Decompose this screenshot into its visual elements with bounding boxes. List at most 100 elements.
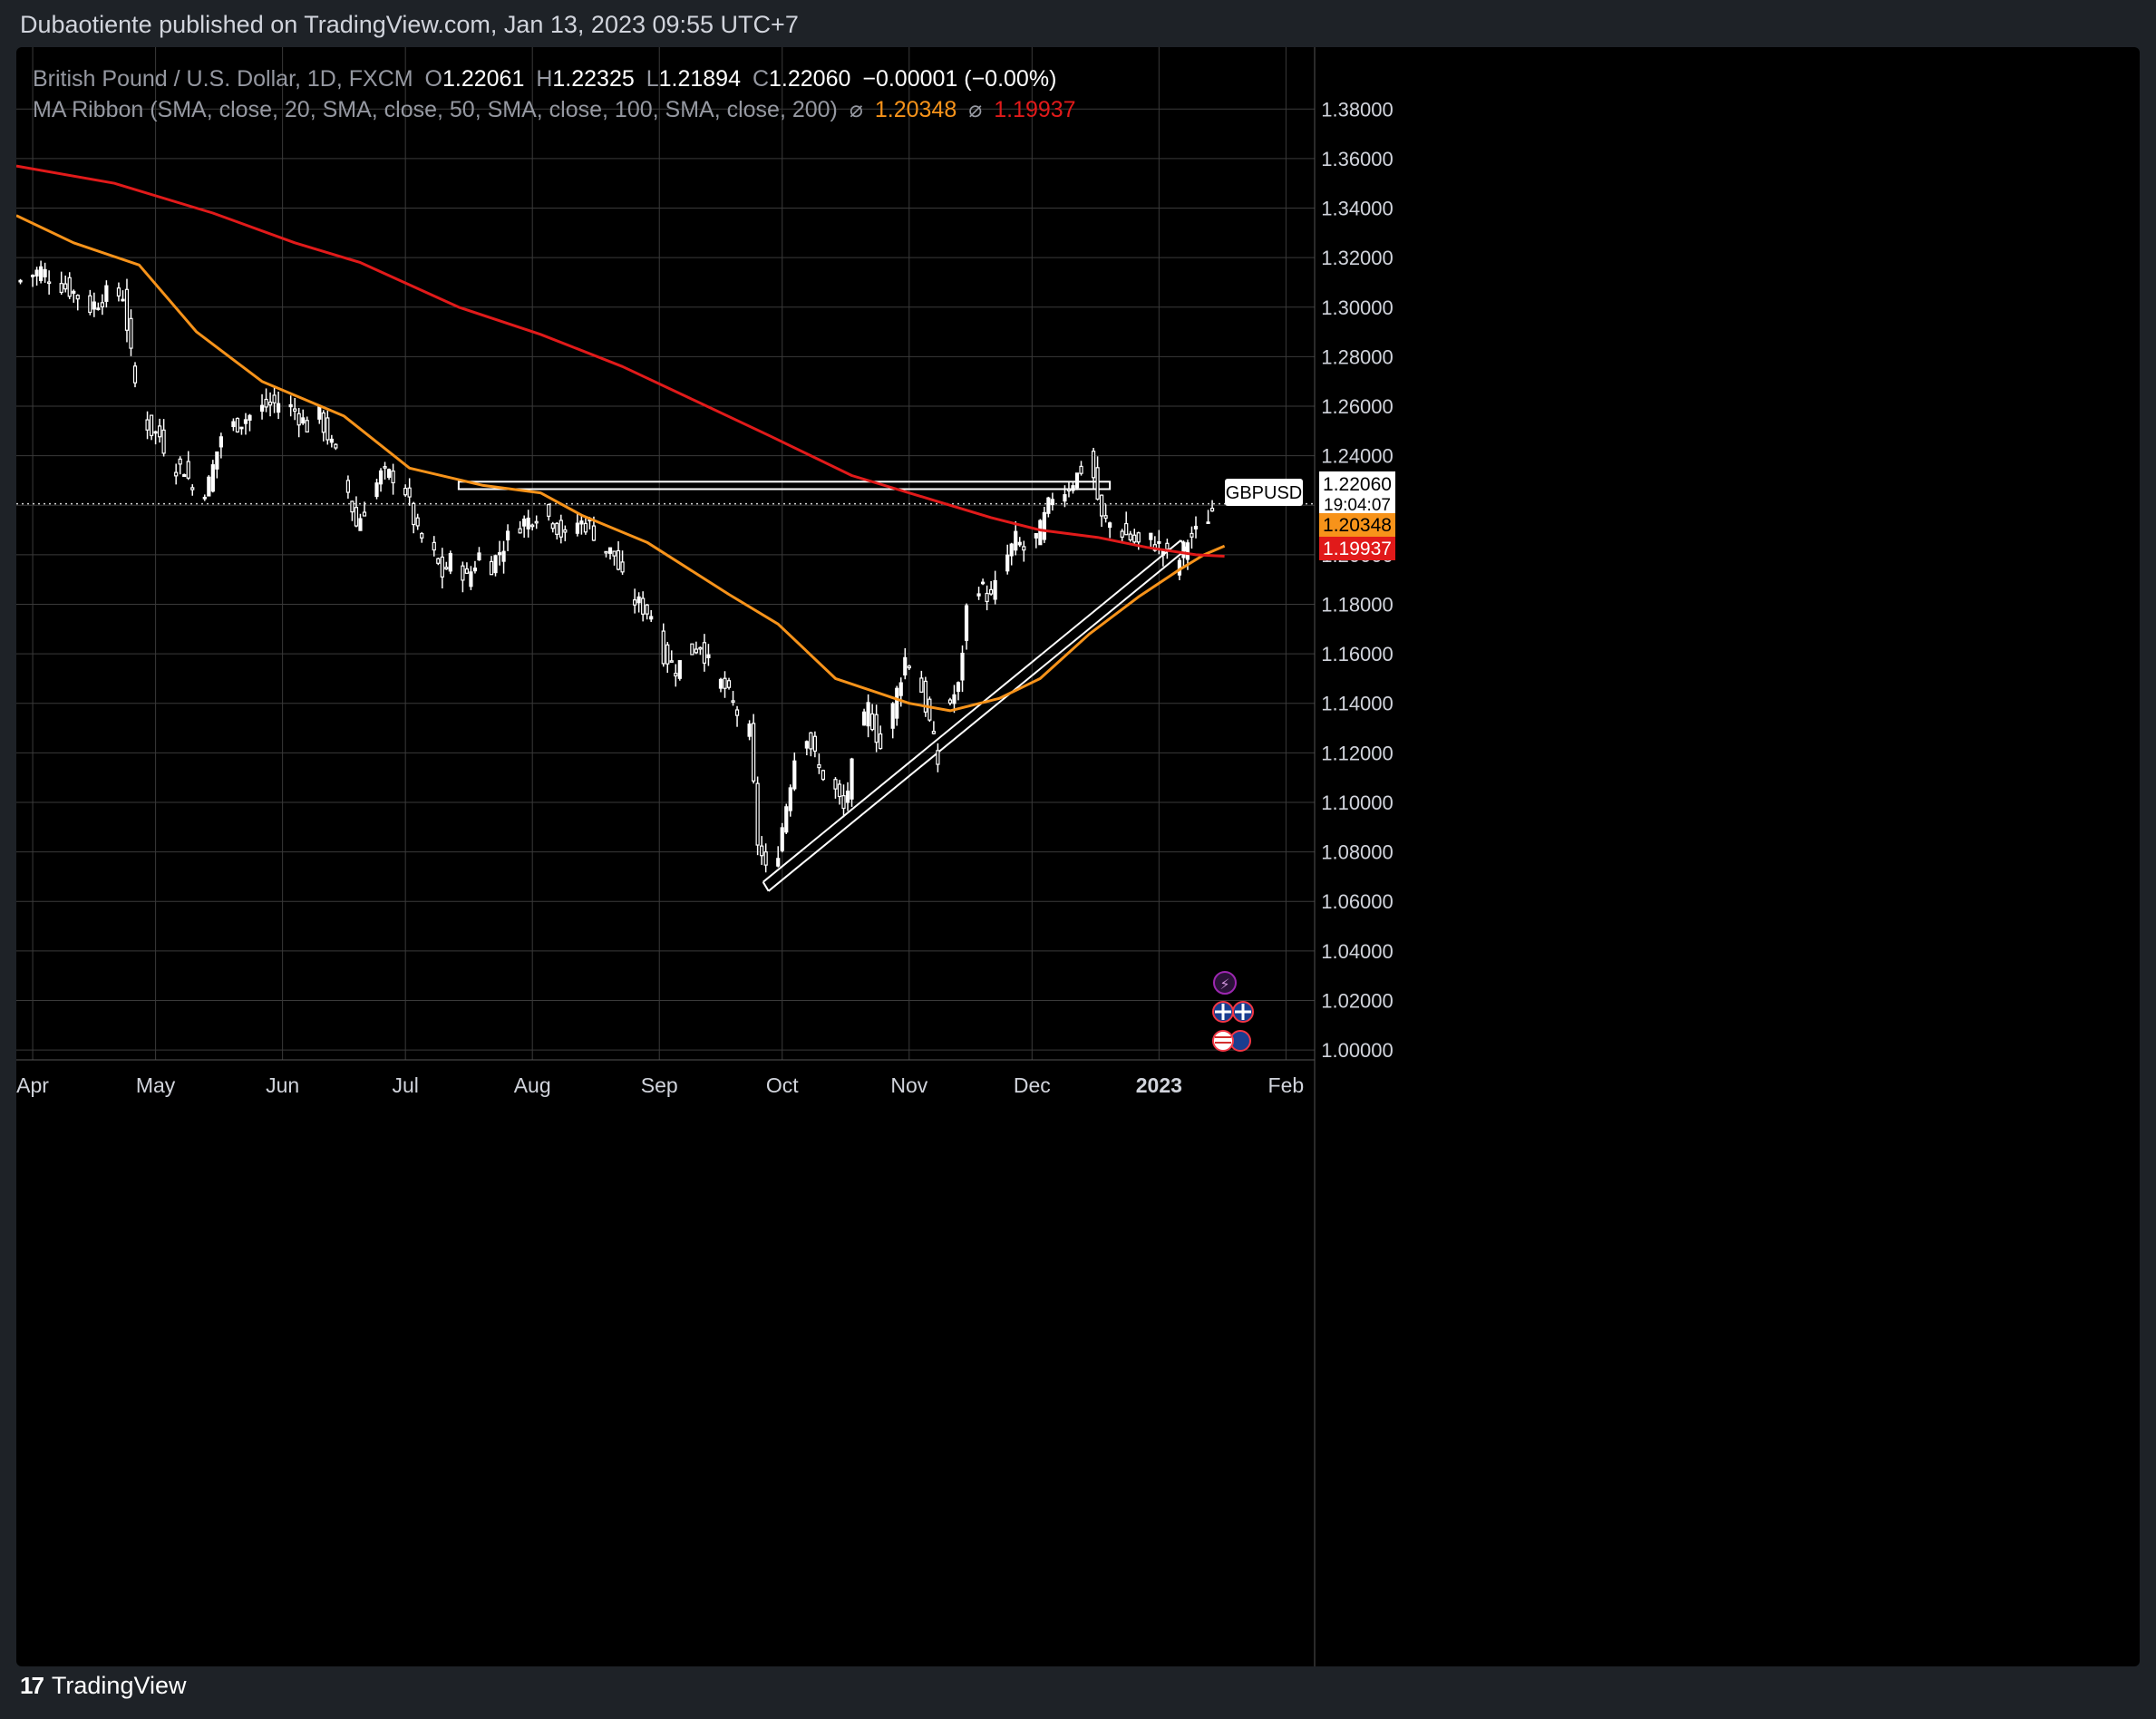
candle — [1063, 485, 1067, 508]
candle-body — [92, 301, 96, 310]
legend-indicator[interactable]: MA Ribbon (SMA, close, 20, SMA, close, 5… — [33, 97, 838, 122]
candle — [1209, 500, 1215, 512]
legend-high-value: 1.22325 — [552, 66, 635, 92]
candle-body — [669, 660, 674, 663]
candle-body — [547, 504, 551, 517]
candle-body — [776, 858, 781, 867]
candle — [116, 282, 121, 302]
candle — [63, 275, 68, 293]
time-tick-label: Jul — [392, 1073, 418, 1097]
candle-body — [755, 782, 760, 846]
legend-low-label: L — [646, 66, 659, 92]
candle — [243, 413, 248, 435]
time-tick-label: Dec — [1014, 1073, 1051, 1097]
candle — [1038, 519, 1043, 546]
us-flag-stripes-icon — [1215, 1036, 1231, 1044]
candle — [47, 270, 52, 295]
trend-channel-upper[interactable] — [762, 539, 1182, 883]
candle — [890, 702, 895, 739]
candle-body — [1136, 532, 1141, 543]
candle-body — [67, 277, 72, 297]
candle — [145, 411, 150, 440]
candle-body — [674, 673, 678, 677]
candle-body — [1124, 522, 1129, 536]
candle-body — [558, 520, 563, 538]
legend-close-label: C — [752, 66, 770, 92]
candle-body — [923, 680, 927, 713]
candle-body — [186, 461, 190, 479]
time-tick-label: 2023 — [1136, 1073, 1182, 1097]
candle — [432, 536, 436, 557]
candle — [931, 721, 936, 735]
candle — [526, 510, 530, 538]
candle-body — [215, 451, 219, 470]
price-chart[interactable]: 1.38000 1.36000 1.34000 1.32000 1.30000 1.280… — [16, 47, 2140, 1666]
drawings[interactable] — [457, 481, 1188, 892]
candle — [555, 521, 559, 540]
candle — [1034, 532, 1038, 549]
candle-body — [1132, 534, 1137, 543]
us-flag-icon[interactable] — [1212, 1030, 1234, 1052]
candle — [149, 414, 154, 441]
legend-symbol[interactable]: British Pound / U.S. Dollar, 1D, FXCM — [33, 66, 413, 92]
uk-flag-cross-icon — [1215, 1004, 1231, 1020]
candle-body — [145, 419, 150, 431]
candle-body — [378, 470, 384, 485]
candle — [747, 720, 752, 741]
candle-body — [293, 408, 297, 413]
candle — [100, 294, 104, 316]
candle-body — [927, 698, 932, 721]
time-tick-label: Feb — [1268, 1073, 1305, 1097]
chart-legend[interactable]: British Pound / U.S. Dollar, 1D, FXCM O1… — [33, 63, 1082, 125]
resistance-rectangle[interactable] — [457, 481, 1112, 490]
candle — [547, 503, 551, 521]
time-tick-label: Oct — [766, 1073, 799, 1097]
price-tick-label: 1.04000 — [1321, 940, 1394, 963]
eye-icon-2[interactable]: ⌀ — [968, 97, 983, 122]
candle-body — [812, 735, 817, 752]
candle-body — [63, 283, 68, 290]
candle — [415, 513, 420, 530]
candle — [903, 647, 908, 680]
lightning-event-icon[interactable] — [1213, 971, 1237, 995]
eye-icon[interactable]: ⌀ — [849, 97, 863, 122]
candle — [923, 676, 927, 717]
candle-body — [694, 648, 698, 654]
candle-body — [104, 285, 109, 302]
candle — [88, 289, 92, 316]
event-markers[interactable]: ⚡ — [1212, 971, 1254, 1052]
candle-body — [870, 713, 875, 731]
candle-body — [161, 429, 166, 454]
candle — [96, 302, 101, 311]
candle — [124, 278, 130, 343]
candle — [210, 460, 215, 493]
candle — [1193, 516, 1199, 539]
trend-channel-lower[interactable] — [768, 549, 1188, 892]
price-axis[interactable]: 1.38000 1.36000 1.34000 1.32000 1.30000 1.280… — [1321, 98, 1394, 1062]
candle-body — [72, 290, 76, 294]
candle — [378, 468, 384, 492]
candle — [985, 585, 989, 611]
candle — [726, 677, 732, 690]
candle — [407, 478, 412, 506]
legend-row-symbol[interactable]: British Pound / U.S. Dollar, 1D, FXCM O1… — [33, 63, 1082, 94]
candle — [534, 515, 539, 529]
candle-body — [947, 699, 953, 704]
candle-body — [39, 266, 44, 281]
candle — [1124, 511, 1129, 536]
candle — [129, 309, 133, 356]
candle — [1103, 504, 1108, 523]
candle-body — [489, 560, 494, 576]
candle — [1009, 542, 1014, 566]
price-tick-label: 1.30000 — [1321, 296, 1394, 319]
bar-countdown: 19:04:07 — [1324, 496, 1391, 515]
time-axis[interactable]: Apr May Jun Jul Aug Sep Oct Nov Dec 2023 Feb — [16, 1073, 1304, 1097]
legend-row-indicator[interactable]: MA Ribbon (SMA, close, 20, SMA, close, 5… — [33, 94, 1082, 125]
trend-channel-cap[interactable] — [762, 881, 770, 892]
candle-body — [88, 295, 92, 314]
candle — [936, 743, 940, 772]
candle-body — [248, 414, 252, 421]
tradingview-brand[interactable]: 17 TradingView — [20, 1672, 187, 1700]
candle-body — [1009, 543, 1014, 557]
chart-panel[interactable]: 1.38000 1.36000 1.34000 1.32000 1.30000 1.280… — [16, 47, 2140, 1666]
